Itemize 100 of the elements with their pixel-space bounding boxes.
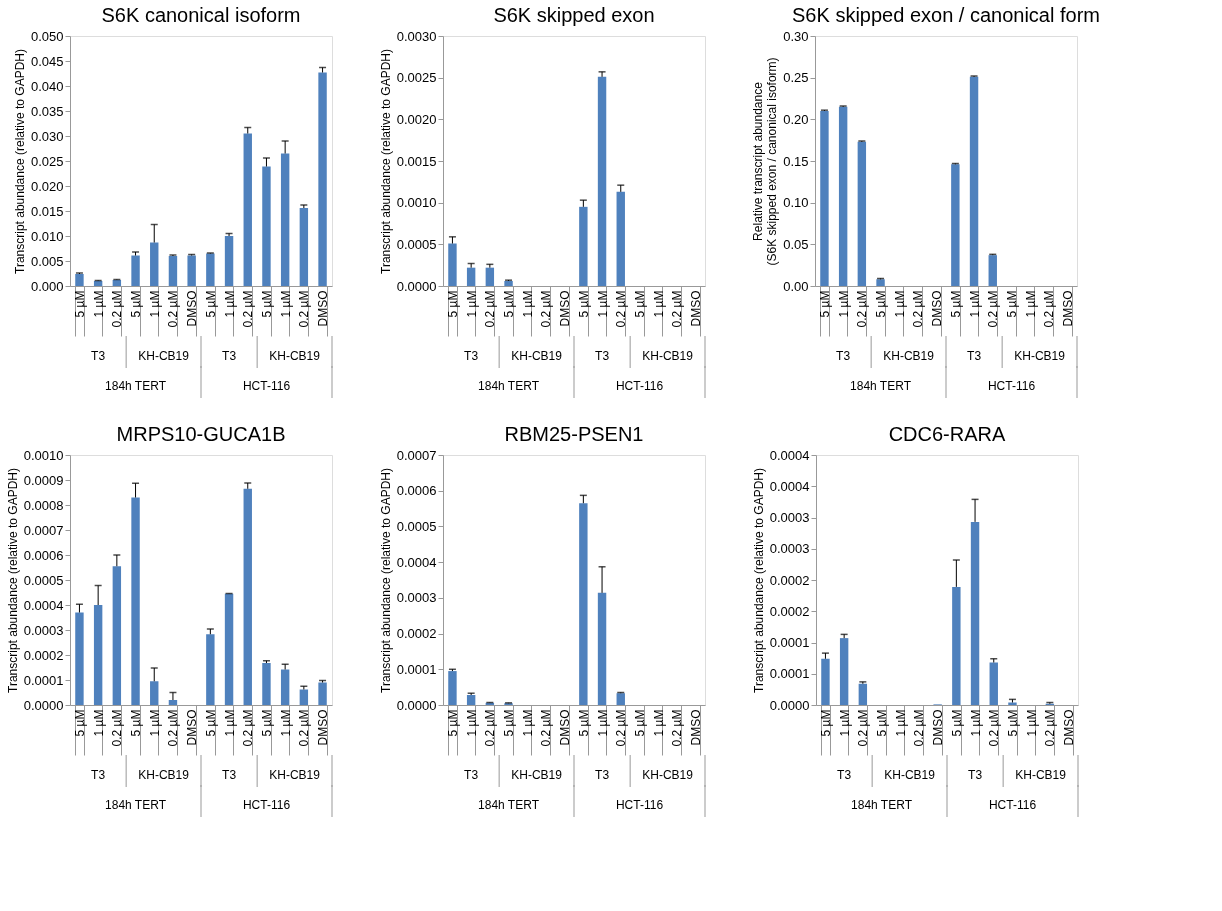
bar <box>299 689 309 705</box>
x-tick-label: 1 µM <box>278 290 293 318</box>
y-tick-label: 0.05 <box>783 236 809 252</box>
x-tick-label: 1 µM <box>595 290 610 318</box>
bar <box>616 191 625 286</box>
y-tick-label: 0.0004 <box>396 554 437 570</box>
x-tick-label: 5 µM <box>576 290 591 318</box>
x-tick-label: 0.2 µM <box>297 290 312 328</box>
x-tick-label: 1 µM <box>651 290 666 318</box>
x-tick-label: DMSO <box>689 290 704 327</box>
x-tick-label: 1 µM <box>893 709 908 737</box>
text: T3 <box>967 349 982 363</box>
y-tick-label: 0.0000 <box>396 697 437 713</box>
text: KH-CB19 <box>511 768 563 782</box>
y-tick-label: 0.0003 <box>23 622 64 638</box>
y-tick-label: 0.0005 <box>23 572 64 588</box>
x-tick-label: 5 µM <box>949 709 964 737</box>
x-tick-label: 0.2 µM <box>166 709 181 747</box>
x-tick-label: 0.2 µM <box>912 709 927 747</box>
bar <box>243 488 252 705</box>
text: T3 <box>222 349 237 363</box>
text: KH-CB19 <box>883 349 935 363</box>
x-tick-label: DMSO <box>1062 709 1077 746</box>
y-tick-label: 0.0007 <box>396 447 437 463</box>
x-tick-label: 1 µM <box>968 709 983 737</box>
bar <box>504 281 513 286</box>
text: 184h TERT <box>105 379 167 393</box>
text: KH-CB19 <box>269 768 321 782</box>
bar <box>243 133 252 286</box>
x-tick-label: DMSO <box>558 709 573 746</box>
y-tick-label: 0.0004 <box>769 447 810 463</box>
bar <box>206 253 215 286</box>
y-tick-label: 0.0003 <box>769 541 810 557</box>
bar <box>93 281 103 286</box>
bar <box>448 243 457 286</box>
bar <box>112 280 122 286</box>
y-tick-label: 0.0006 <box>396 483 437 499</box>
bar <box>579 503 588 705</box>
bar <box>131 497 140 705</box>
bar <box>262 663 271 705</box>
y-tick-label: 0.020 <box>30 178 64 194</box>
x-tick-label: 0.2 µM <box>670 290 685 328</box>
x-tick-label: 5 µM <box>1005 709 1020 737</box>
x-tick-label: 0.2 µM <box>539 709 554 747</box>
x-tick-label: 1 µM <box>651 709 666 737</box>
bar <box>75 274 84 286</box>
text: T3 <box>836 349 851 363</box>
x-tick-label: 1 µM <box>836 290 851 318</box>
y-tick-label: 0.0010 <box>23 447 64 463</box>
text: HCT-116 <box>987 379 1036 393</box>
y-tick-label: 0.0002 <box>769 572 810 588</box>
text: KH-CB19 <box>642 768 694 782</box>
bar <box>989 662 998 705</box>
y-tick-label: 0.035 <box>30 103 64 119</box>
x-tick-label: 1 µM <box>91 709 106 737</box>
bar <box>206 634 215 705</box>
bar <box>838 106 848 286</box>
text: KH-CB19 <box>269 349 321 363</box>
y-axis-title: Transcript abundance (relative to GAPDH) <box>5 468 20 693</box>
text: T3 <box>595 349 610 363</box>
x-tick-label: 5 µM <box>72 290 87 318</box>
y-tick-label: 0.0009 <box>23 472 64 488</box>
x-tick-label: 5 µM <box>259 290 274 318</box>
x-tick-label: 5 µM <box>203 290 218 318</box>
x-tick-label: 0.2 µM <box>483 709 498 747</box>
text: T3 <box>91 768 106 782</box>
bar <box>820 111 829 286</box>
text: HCT-116 <box>242 798 291 812</box>
x-tick-label: 1 µM <box>278 709 293 737</box>
bar <box>168 256 178 286</box>
x-tick-label: DMSO <box>1061 290 1076 327</box>
x-tick-label: 1 µM <box>967 290 982 318</box>
text: HCT-116 <box>988 798 1037 812</box>
y-tick-label: 0.050 <box>30 28 64 44</box>
y-tick-label: 0.0020 <box>396 111 437 127</box>
x-tick-label: 0.2 µM <box>166 290 181 328</box>
x-tick-label: 5 µM <box>259 709 274 737</box>
y-tick-label: 0.0005 <box>396 236 437 252</box>
y-tick-label: 0.0003 <box>396 590 437 606</box>
x-tick-label: 0.2 µM <box>241 709 256 747</box>
bar <box>262 166 271 286</box>
bar <box>280 153 290 286</box>
x-tick-label: 1 µM <box>892 290 907 318</box>
x-tick-label: DMSO <box>316 709 331 746</box>
text: HCT-116 <box>615 379 664 393</box>
x-tick-label: 0.2 µM <box>241 290 256 328</box>
y-tick-label: 0.0015 <box>396 153 437 169</box>
text: T3 <box>968 768 983 782</box>
y-axis-title: Relative transcript abundance (S6K skipped exon / canonical isoform) <box>751 57 780 266</box>
x-tick-label: 1 µM <box>222 290 237 318</box>
bar <box>969 76 979 286</box>
x-tick-label: 5 µM <box>874 290 889 318</box>
bar <box>150 681 159 705</box>
bar <box>75 612 84 705</box>
x-tick-label: 0.2 µM <box>297 709 312 747</box>
text: 184h TERT <box>478 798 540 812</box>
text: 184h TERT <box>850 379 912 393</box>
x-tick-label: 1 µM <box>464 709 479 737</box>
x-tick-label: 0.2 µM <box>987 709 1002 747</box>
text: KH-CB19 <box>884 768 936 782</box>
